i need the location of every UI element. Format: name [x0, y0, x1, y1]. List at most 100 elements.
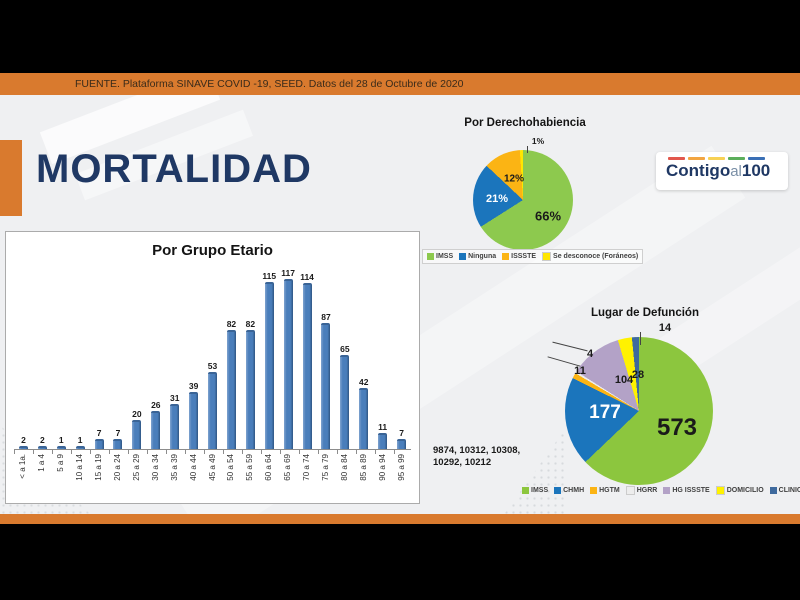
bar-value-label: 26 — [151, 400, 161, 411]
bar-cell: 114 — [298, 272, 317, 449]
bar-chart-panel: Por Grupo Etario 2 2 1 1 7 7 20 26 31 39 53 82 82 115… — [5, 231, 420, 504]
pie1-label-issste: 12% — [503, 173, 525, 185]
bar — [302, 283, 312, 449]
category-cell: 10 a 14 — [71, 454, 90, 506]
bar-value-label: 31 — [169, 392, 180, 403]
category-cell: 35 a 39 — [165, 454, 184, 506]
logo-text: Contigoal100 — [666, 162, 788, 179]
bar-value-label: 87 — [321, 311, 331, 322]
category-cell: 15 a 19 — [90, 454, 109, 506]
logo-dash — [748, 157, 765, 160]
category-label: 50 a 54 — [226, 454, 236, 481]
bar — [397, 438, 407, 449]
category-cell: 55 a 59 — [241, 454, 260, 506]
category-label: < a 1a. — [18, 454, 28, 479]
category-cell: 45 a 49 — [203, 454, 222, 506]
bar-cell: 7 — [90, 428, 109, 449]
bar-cell: 2 — [33, 435, 52, 449]
bar — [56, 446, 66, 449]
bar — [18, 446, 28, 449]
category-label: 80 a 84 — [339, 454, 349, 481]
legend-label: CLINICA PRIVADA — [778, 487, 800, 494]
logo-dash — [668, 157, 685, 160]
bar-value-label: 53 — [207, 361, 218, 371]
category-cell: 25 a 29 — [127, 454, 146, 506]
category-cell: 65 a 69 — [279, 454, 298, 506]
bar-chart-axis-ticks — [14, 450, 411, 454]
logo-word-contigo: Contigo — [666, 161, 731, 180]
bar-value-label: 2 — [39, 435, 45, 445]
bar-cell: 7 — [109, 428, 128, 449]
bar-value-label: 11 — [378, 422, 388, 433]
bar — [321, 322, 331, 449]
category-label: 15 a 19 — [94, 454, 104, 481]
bar-value-label: 115 — [262, 270, 277, 281]
legend-label: HGRR — [636, 487, 658, 494]
logo-dash — [728, 157, 745, 160]
category-label: 90 a 94 — [377, 454, 387, 481]
legend-item: HGTM — [590, 487, 620, 494]
bar — [170, 403, 180, 449]
legend-swatch — [554, 487, 562, 494]
bar — [245, 329, 255, 449]
logo-dash — [688, 157, 705, 160]
pie2-label-chmh: 177 — [589, 402, 621, 423]
pie2-label-clinica: 14 — [658, 322, 672, 334]
pie2-leader-line — [640, 332, 641, 345]
legend-swatch — [663, 487, 671, 494]
legend-item: HG ISSSTE — [663, 487, 710, 494]
logo-word-100: 100 — [741, 161, 771, 180]
bar — [378, 433, 388, 449]
category-cell: 80 a 84 — [335, 454, 354, 506]
pie1-title: Por Derechohabiencia — [464, 117, 586, 129]
bar-cell: 82 — [222, 319, 241, 449]
category-cell: 40 a 44 — [184, 454, 203, 506]
source-text: FUENTE. Plataforma SINAVE COVID -19, SEE… — [75, 78, 464, 90]
pie1-label-ninguna: 21% — [485, 193, 509, 205]
legend-swatch — [522, 487, 529, 494]
legend-swatch — [715, 486, 725, 495]
pie2-lugar-defuncion — [565, 337, 713, 485]
legend-swatch — [625, 486, 635, 495]
category-label: 75 a 79 — [320, 454, 330, 481]
category-cell: 95 a 99 — [392, 454, 411, 506]
bar-cell: 53 — [203, 361, 222, 449]
legend-swatch — [459, 253, 467, 260]
legend-label: CHMH — [563, 487, 585, 494]
category-label: 60 a 64 — [264, 454, 274, 481]
category-cell: < a 1a. — [14, 454, 33, 506]
bar-value-label: 20 — [132, 408, 142, 419]
bar — [94, 438, 104, 449]
category-cell: 90 a 94 — [373, 454, 392, 506]
bar-value-label: 39 — [188, 381, 199, 392]
bar — [208, 372, 218, 449]
bar-cell: 87 — [317, 312, 336, 449]
pie2-label-domicilio: 28 — [631, 369, 645, 381]
bar-value-label: 1 — [77, 435, 83, 445]
legend-item: HGRR — [625, 486, 658, 495]
counts-annotation: 9874, 10312, 10308, 10292, 10212 — [433, 445, 520, 470]
legend-item: IMSS — [522, 487, 548, 494]
legend-item: DOMICILIO — [715, 486, 764, 495]
legend-label: Ninguna — [468, 253, 497, 260]
bar — [189, 392, 199, 449]
legend-item: CHMH — [554, 487, 584, 494]
slide: MORTALIDAD Contigoal100 Por Grupo Etario… — [0, 95, 800, 514]
bar — [132, 419, 142, 449]
bar-value-label: 114 — [300, 272, 314, 283]
pie2-label-hgtm: 11 — [574, 365, 586, 377]
legend-item: CLINICA PRIVADA — [769, 487, 800, 494]
category-label: 45 a 49 — [207, 454, 217, 481]
legend-label: HG ISSSTE — [672, 487, 710, 494]
pie2-label-hgrr: 4 — [586, 348, 594, 360]
pie1-label-desconoce: 1% — [531, 136, 545, 146]
counts-line: 10292, 10212 — [433, 457, 492, 469]
bar-cell: 65 — [335, 344, 354, 449]
category-label: 55 a 59 — [245, 454, 255, 481]
contigo-al-100-logo: Contigoal100 — [656, 152, 788, 190]
legend-swatch — [502, 253, 510, 260]
category-cell: 70 a 74 — [298, 454, 317, 506]
bar-value-label: 117 — [281, 268, 295, 278]
bar — [283, 279, 293, 449]
